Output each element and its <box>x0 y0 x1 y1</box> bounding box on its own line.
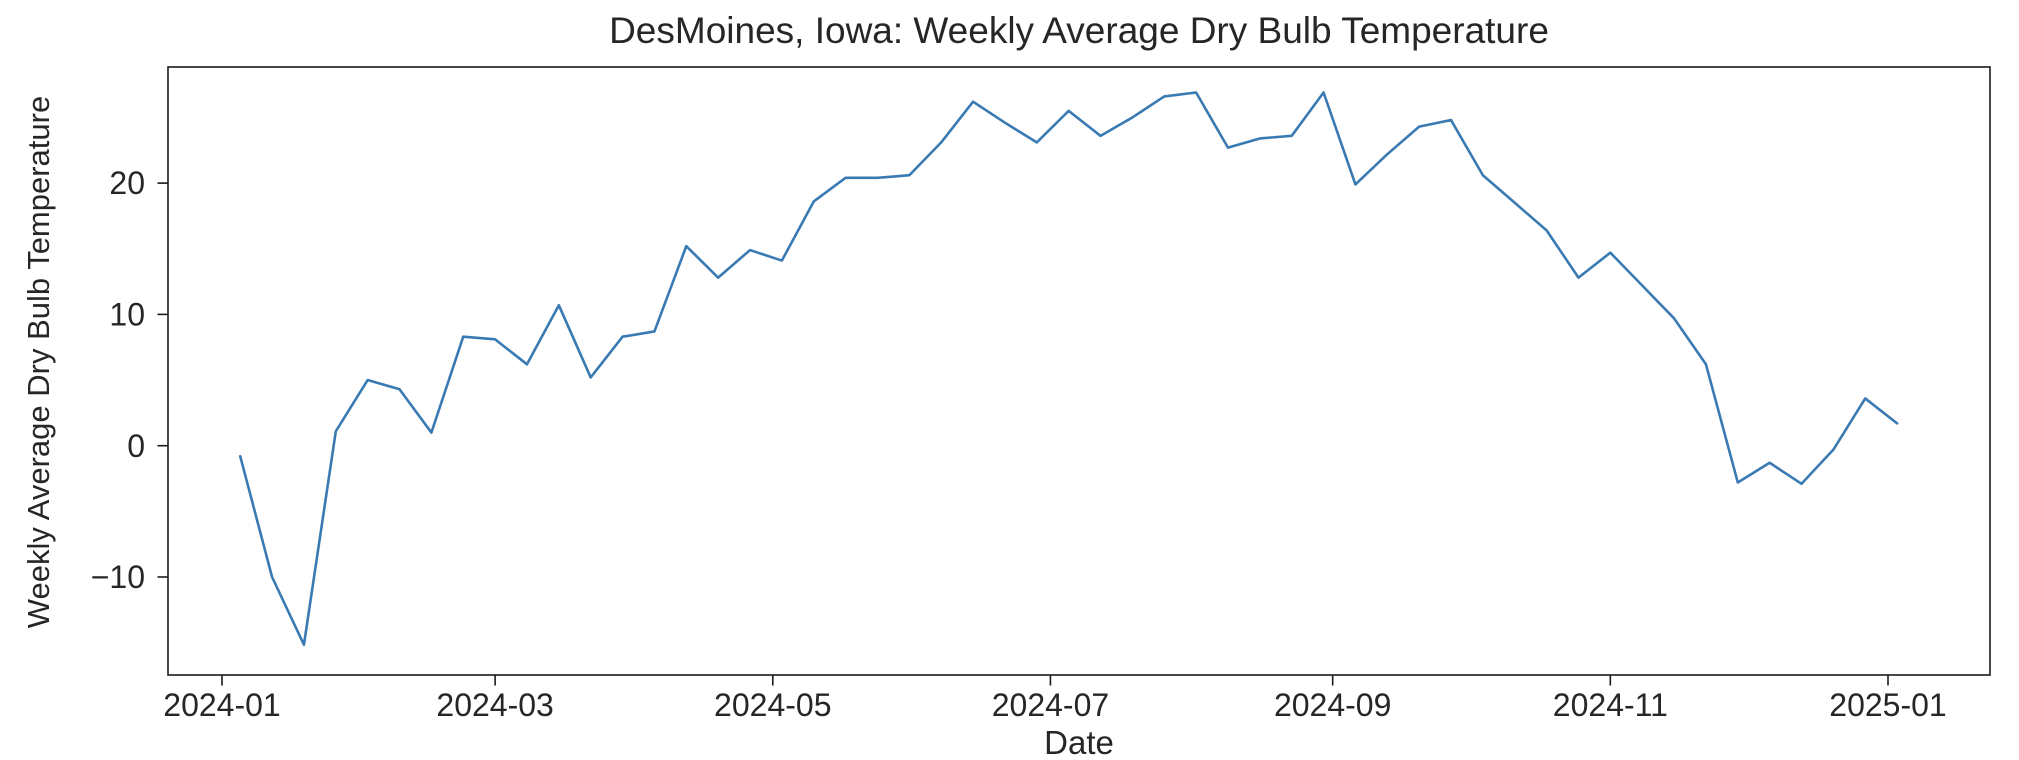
svg-text:2025-01: 2025-01 <box>1829 687 1946 723</box>
svg-text:2024-11: 2024-11 <box>1553 687 1668 723</box>
svg-text:2024-07: 2024-07 <box>992 687 1109 723</box>
svg-text:20: 20 <box>109 165 145 201</box>
svg-text:DesMoines, Iowa: Weekly Averag: DesMoines, Iowa: Weekly Average Dry Bulb… <box>609 10 1549 51</box>
svg-text:Weekly Average Dry Bulb Temper: Weekly Average Dry Bulb Temperature <box>21 96 56 628</box>
svg-text:0: 0 <box>127 428 145 464</box>
svg-text:2024-03: 2024-03 <box>436 687 553 723</box>
svg-text:10: 10 <box>109 297 145 333</box>
svg-text:2024-01: 2024-01 <box>163 687 280 723</box>
svg-text:Date: Date <box>1044 724 1114 760</box>
svg-text:2024-09: 2024-09 <box>1274 687 1391 723</box>
svg-text:2024-05: 2024-05 <box>714 687 831 723</box>
svg-text:−10: −10 <box>91 559 145 595</box>
